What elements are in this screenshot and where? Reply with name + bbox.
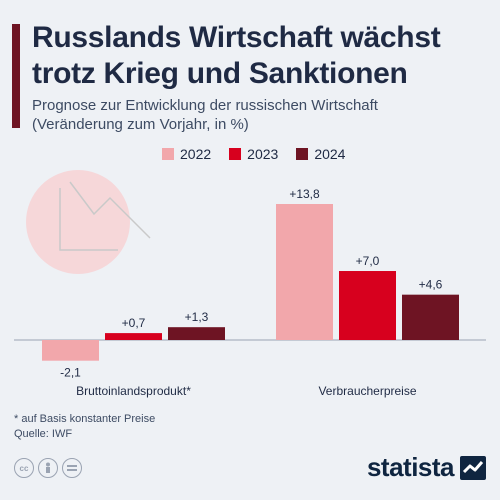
legend-swatch-2024 [296, 148, 309, 160]
page-title: Russlands Wirtschaft wächst trotz Krieg … [32, 20, 492, 92]
legend-label-2022: 2022 [180, 146, 212, 162]
data-label-2023-0: +0,7 [122, 316, 146, 330]
data-label-2022-1: +13,8 [289, 187, 320, 201]
bar-chart: -2,1 +0,7 +1,3 Bruttoinlandsprodukt* +13,8 +7… [14, 170, 486, 398]
person-icon [38, 458, 58, 478]
footnote-source: Quelle: IWF [14, 428, 73, 440]
legend-swatch-2022 [162, 148, 174, 160]
data-label-2024-0: +1,3 [185, 310, 209, 324]
bar-2023-0 [105, 333, 162, 340]
footnote: * auf Basis konstanter Preise Quelle: IW… [14, 412, 155, 442]
legend-item-2024: 2024 [296, 146, 345, 162]
footnote-note: * auf Basis konstanter Preise [14, 413, 156, 425]
bar-2024-0 [168, 327, 225, 340]
statista-logo[interactable]: statista [367, 452, 486, 483]
data-label-2022-0: -2,1 [60, 366, 81, 380]
subtitle: Prognose zur Entwicklung der russischen … [32, 96, 492, 134]
title-line-1: Russlands Wirtschaft wächst [32, 21, 441, 54]
legend-item-2022: 2022 [162, 146, 211, 162]
bar-2023-1 [339, 271, 396, 340]
accent-bar [12, 24, 20, 128]
legend-label-2024: 2024 [314, 146, 346, 162]
brand-text: statista [366, 452, 455, 482]
category-label-1: Verbraucherpreise [318, 384, 416, 398]
cc-icon: cc [14, 458, 34, 478]
license-icons: cc [14, 458, 82, 478]
title-line-2: trotz Krieg und Sanktionen [32, 57, 408, 90]
bar-2022-0 [42, 340, 99, 361]
legend-label-2023: 2023 [247, 146, 279, 162]
statista-logo-icon [460, 455, 486, 480]
subtitle-line-2: (Veränderung zum Vorjahr, in %) [32, 116, 249, 133]
legend-swatch-2023 [229, 148, 242, 160]
chart-decoration-icon [26, 170, 151, 274]
chart-legend: 2022 2023 2024 [162, 146, 345, 162]
category-label-0: Bruttoinlandsprodukt* [76, 384, 191, 398]
bar-2024-1 [402, 294, 459, 340]
data-label-2024-1: +4,6 [419, 278, 443, 292]
data-label-2023-1: +7,0 [356, 254, 380, 268]
legend-item-2023: 2023 [229, 146, 278, 162]
subtitle-line-1: Prognose zur Entwicklung der russischen … [32, 97, 378, 114]
bar-2022-1 [276, 204, 333, 340]
equals-icon [62, 458, 82, 478]
